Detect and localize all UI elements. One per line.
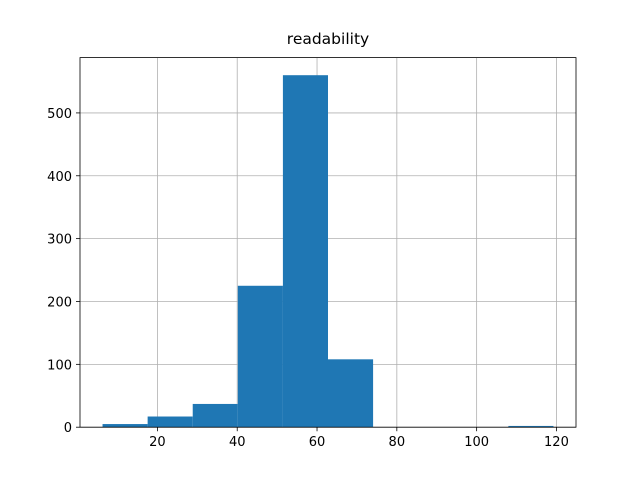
x-tick-label: 80 [389, 435, 406, 450]
bar [328, 359, 374, 428]
y-tick-label: 200 [47, 295, 72, 310]
y-tick-label: 500 [47, 107, 72, 122]
chart-title: readability [287, 30, 369, 48]
y-tick-label: 300 [47, 233, 72, 248]
bar [282, 75, 328, 428]
bar [102, 424, 148, 428]
plot-frame [79, 57, 577, 428]
bar [192, 403, 238, 428]
y-tick-label: 0 [64, 421, 72, 436]
x-tick-label: 100 [464, 435, 489, 450]
bar [237, 285, 283, 428]
x-tick-label: 60 [309, 435, 326, 450]
bar [147, 416, 193, 428]
bar [508, 425, 554, 428]
x-tick-label: 40 [229, 435, 246, 450]
x-tick-label: 120 [544, 435, 569, 450]
x-tick-label: 20 [149, 435, 166, 450]
y-tick-label: 100 [47, 358, 72, 373]
y-tick-label: 400 [47, 170, 72, 185]
